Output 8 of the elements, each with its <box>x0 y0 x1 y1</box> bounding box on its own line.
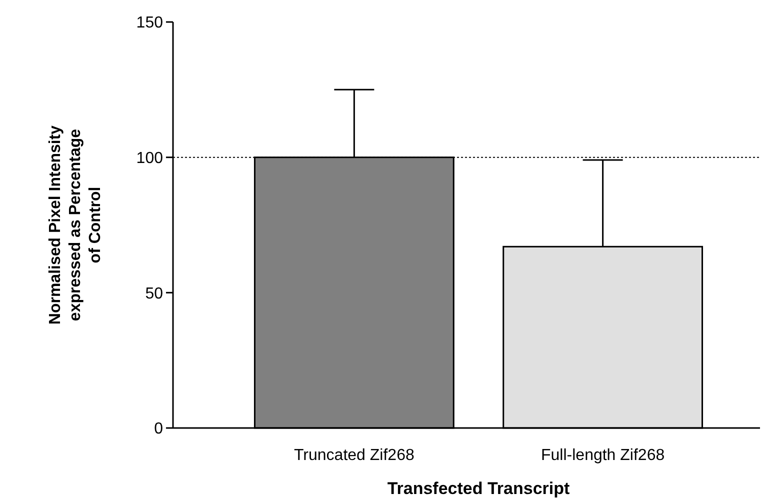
y-tick-label: 150 <box>136 14 164 32</box>
y-tick-label: 0 <box>154 420 164 438</box>
y-tick-label: 50 <box>145 285 164 302</box>
y-tick-label: 100 <box>136 150 164 167</box>
x-tick-label: Full-length Zif268 <box>541 447 665 464</box>
x-tick-label: Truncated Zif268 <box>294 447 414 464</box>
x-axis-title: Transfected Transcript <box>387 479 570 498</box>
y-axis-title: Normalised Pixel Intensity expressed as Percentage of Control <box>47 125 104 325</box>
